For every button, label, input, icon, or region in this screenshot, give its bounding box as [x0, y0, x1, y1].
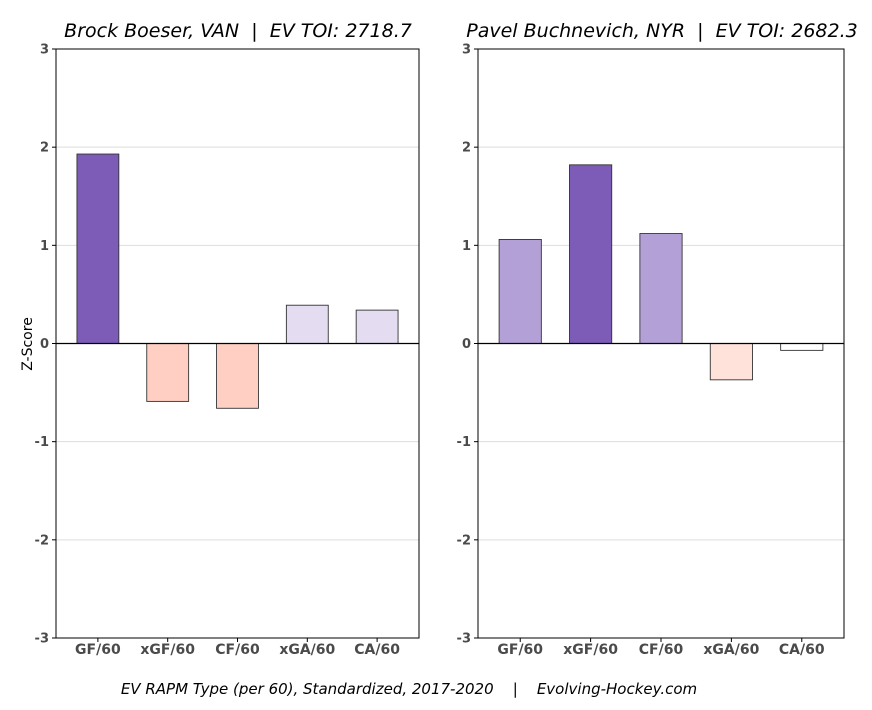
left-x-tick-label: CF/60	[215, 642, 260, 658]
right-x-tick-label: CA/60	[779, 642, 825, 658]
right-bar-xga-per-60	[709, 343, 753, 381]
left-x-tick-label: GF/60	[75, 642, 121, 658]
right-bar-cf-per-60	[639, 233, 683, 344]
right-y-tick-label: 2	[462, 141, 471, 156]
right-x-tick-label: CF/60	[639, 642, 684, 658]
right-y-tick-label: 1	[462, 239, 471, 254]
left-panel-title: Brock Boeser, VAN | EV TOI: 2718.7	[64, 20, 412, 42]
right-panel: 3 2 1 0 -1 -2 -3 GF/60 xGF/60 CF/60 xGA/60 CA/60	[457, 43, 845, 658]
right-y-tick-label: -2	[457, 533, 471, 548]
right-x-tick-label: xGF/60	[563, 642, 618, 658]
right-bar-ca-per-60	[780, 343, 824, 351]
right-y-tick-label: 0	[462, 337, 471, 352]
left-bar-xga-per-60	[285, 304, 329, 344]
right-x-tick-label: xGA/60	[703, 642, 759, 658]
left-bar-ca-per-60	[355, 309, 399, 344]
left-x-tick-label: CA/60	[354, 642, 400, 658]
right-y-tick-label: -3	[457, 632, 471, 647]
left-bar-xgf-per-60	[146, 343, 190, 402]
right-x-tick-label: GF/60	[497, 642, 543, 658]
left-bar-cf-per-60	[216, 343, 259, 409]
left-y-tick-label: 3	[40, 43, 49, 58]
left-bar-gf-per-60	[76, 153, 120, 344]
left-y-tick-label: 0	[40, 337, 49, 352]
left-y-tick-label: -2	[35, 533, 49, 548]
left-y-axis-label: Z-Score	[20, 317, 36, 371]
right-y-tick-label: 3	[462, 43, 471, 58]
right-panel-title: Pavel Buchnevich, NYR | EV TOI: 2682.3	[466, 20, 857, 42]
right-bar-gf-per-60	[498, 238, 542, 344]
left-y-tick-label: -3	[35, 632, 49, 647]
left-x-tick-label: xGA/60	[279, 642, 335, 658]
left-y-tick-label: -1	[35, 435, 49, 450]
chart-footer: EV RAPM Type (per 60), Standardized, 201…	[121, 680, 697, 698]
right-y-tick-label: -1	[457, 435, 471, 450]
right-bar-xgf-per-60	[569, 164, 613, 344]
left-y-tick-label: 1	[40, 239, 49, 254]
left-panel: 3 2 1 0 -1 -2 -3 GF/60 xGF/60 CF/60 xGA/60 CA/60	[35, 43, 420, 658]
left-y-tick-label: 2	[40, 141, 49, 156]
left-x-tick-label: xGF/60	[140, 642, 195, 658]
